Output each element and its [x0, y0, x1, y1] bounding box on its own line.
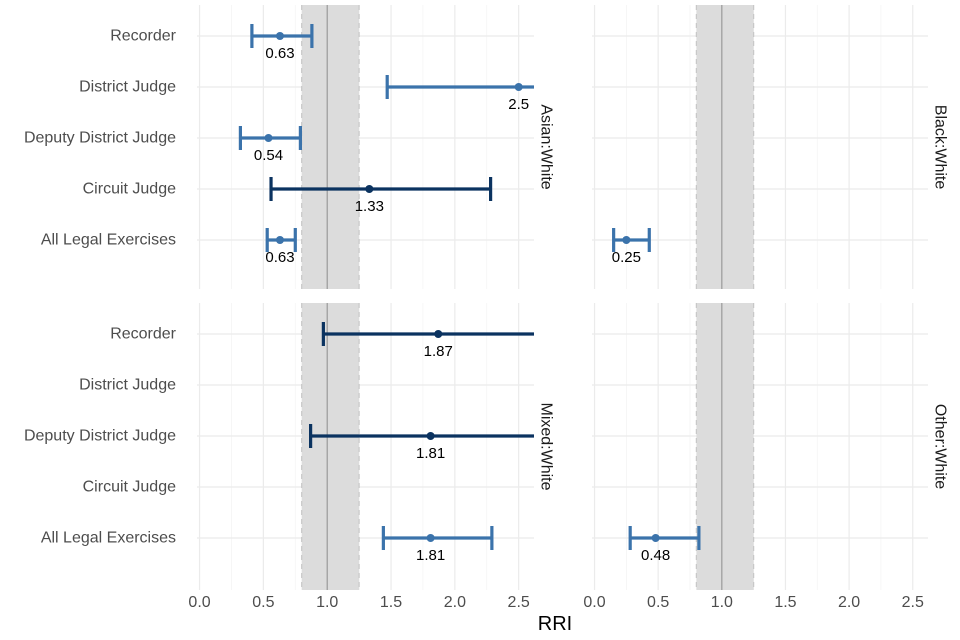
category-tick-label: All Legal Exercises	[41, 232, 176, 249]
x-tick-label: 1.5	[380, 594, 402, 611]
facet-strip-label: Asian:White	[538, 104, 555, 189]
category-tick-label: Deputy District Judge	[24, 130, 176, 147]
x-axis-title: RRI	[538, 613, 572, 635]
data-label: 0.25	[612, 249, 641, 266]
data-label: 1.33	[355, 198, 384, 215]
data-label: 1.81	[416, 547, 445, 564]
data-label: 1.87	[424, 343, 453, 360]
category-tick-label: Deputy District Judge	[24, 428, 176, 445]
x-tick-label: 0.0	[583, 594, 605, 611]
x-tick-label: 2.0	[838, 594, 860, 611]
category-tick-label: Recorder	[110, 326, 176, 343]
data-label: 0.63	[265, 45, 294, 62]
reference-band	[696, 5, 754, 289]
category-tick-label: District Judge	[79, 79, 176, 96]
x-tick-label: 0.5	[252, 594, 274, 611]
data-point	[514, 83, 523, 91]
data-point	[426, 534, 435, 542]
data-point	[365, 185, 374, 193]
x-tick-label: 1.0	[711, 594, 733, 611]
reference-band	[696, 303, 754, 590]
x-tick-label: 2.0	[444, 594, 466, 611]
data-point	[264, 134, 273, 142]
x-tick-label: 1.0	[316, 594, 338, 611]
x-tick-label: 2.5	[508, 594, 530, 611]
category-tick-label: Recorder	[110, 28, 176, 45]
x-tick-label: 1.5	[774, 594, 796, 611]
reference-band	[301, 5, 360, 289]
data-label: 1.81	[416, 445, 445, 462]
category-tick-label: District Judge	[79, 377, 176, 394]
data-label: 0.54	[254, 147, 283, 164]
facet-strip-label: Black:White	[932, 105, 949, 190]
data-point	[275, 236, 284, 244]
x-tick-label: 0.5	[647, 594, 669, 611]
x-tick-label: 2.5	[902, 594, 924, 611]
data-point	[275, 32, 284, 40]
data-point	[622, 236, 631, 244]
category-tick-label: Circuit Judge	[83, 181, 176, 198]
facet-strip-label: Mixed:White	[538, 402, 555, 490]
x-tick-label: 0.0	[188, 594, 210, 611]
data-label: 0.63	[265, 249, 294, 266]
facet-strip-label: Other:White	[932, 404, 949, 489]
data-point	[651, 534, 660, 542]
data-point	[434, 330, 443, 338]
category-tick-label: All Legal Exercises	[41, 530, 176, 547]
data-label: 0.48	[641, 547, 670, 564]
data-point	[426, 432, 435, 440]
category-tick-label: Circuit Judge	[83, 479, 176, 496]
data-label: 2.5	[508, 96, 529, 113]
